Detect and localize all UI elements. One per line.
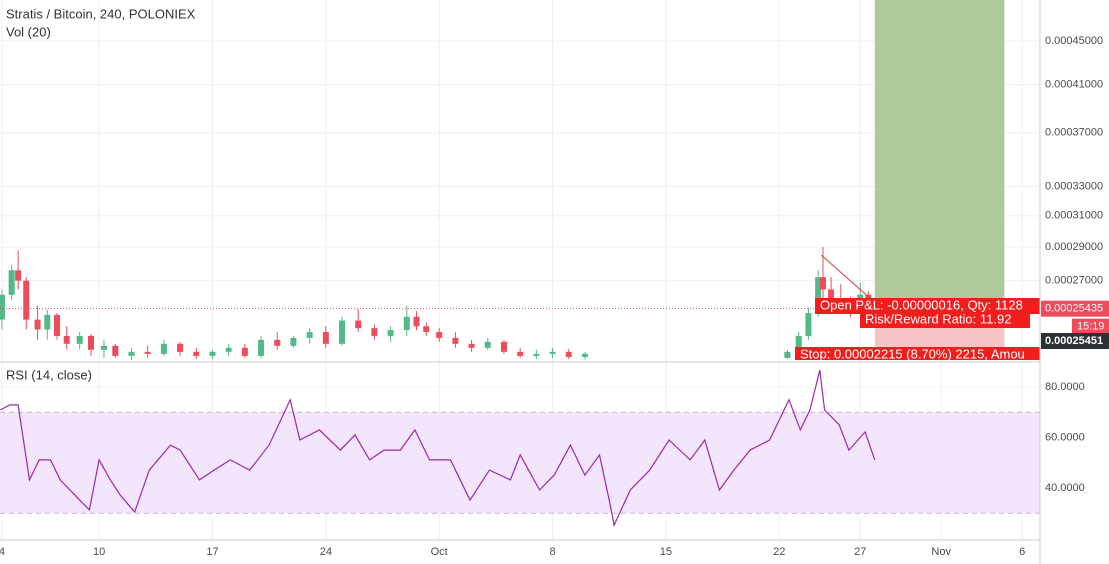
x-tick-label: 24 bbox=[320, 546, 332, 558]
candle-body bbox=[533, 353, 540, 356]
candle-body bbox=[274, 339, 281, 346]
last-price-badge bbox=[1041, 300, 1109, 317]
candle-body bbox=[290, 337, 297, 346]
countdown-label: 15:19 bbox=[1077, 321, 1105, 333]
x-tick-label: 6 bbox=[1019, 546, 1025, 558]
rsi-tick-label: 80.0000 bbox=[1045, 381, 1085, 393]
candle-body bbox=[225, 347, 232, 352]
candle-body bbox=[54, 314, 61, 336]
y-tick-label: 0.00031000 bbox=[1045, 210, 1103, 222]
candle-body bbox=[23, 280, 30, 320]
candle-body bbox=[403, 316, 410, 331]
x-tick-label: 27 bbox=[854, 546, 866, 558]
candle-body bbox=[258, 339, 265, 356]
candle-body bbox=[63, 335, 70, 344]
candle-body bbox=[160, 343, 167, 354]
candle-body bbox=[241, 347, 248, 356]
candle-body bbox=[0, 294, 5, 320]
candle-body bbox=[549, 351, 556, 354]
candle-body bbox=[209, 351, 216, 356]
candle-body bbox=[371, 328, 378, 336]
candle-body bbox=[413, 316, 420, 327]
candle-body bbox=[128, 351, 135, 356]
candle-body bbox=[306, 332, 313, 338]
position-profit-zone bbox=[874, 0, 1005, 309]
ratio-label-box bbox=[860, 312, 1030, 328]
candle-body bbox=[423, 326, 430, 333]
candle-body bbox=[468, 343, 475, 348]
rsi-tick-label: 60.0000 bbox=[1045, 431, 1085, 443]
stop-label-box bbox=[795, 347, 1040, 360]
candle-body bbox=[815, 277, 822, 314]
candle-body bbox=[565, 351, 572, 357]
volume-label: Vol (20) bbox=[6, 24, 51, 39]
pnl-label: Open P&L: -0.00000016, Qty: 1128 bbox=[820, 297, 1023, 312]
candle-body bbox=[76, 335, 83, 344]
candle-body bbox=[484, 341, 491, 348]
chart-title: Stratis / Bitcoin, 240, POLONIEX bbox=[6, 6, 196, 21]
x-tick-label: 17 bbox=[206, 546, 218, 558]
candle-body bbox=[177, 343, 184, 352]
y-tick-label: 0.00029000 bbox=[1045, 241, 1103, 253]
candle-body bbox=[322, 332, 329, 344]
x-tick-label: Nov bbox=[931, 546, 951, 558]
x-tick-label: 10 bbox=[93, 546, 105, 558]
candle-body bbox=[112, 345, 119, 356]
y-tick-label: 0.00037000 bbox=[1045, 127, 1103, 139]
x-tick-label: 4 bbox=[0, 546, 5, 558]
candle-body bbox=[100, 345, 107, 350]
pnl-label-box bbox=[815, 298, 1040, 314]
candle-body bbox=[8, 270, 15, 295]
x-tick-label: 15 bbox=[660, 546, 672, 558]
candle-body bbox=[387, 330, 394, 336]
candle-body bbox=[88, 335, 95, 350]
y-tick-label: 0.00041000 bbox=[1045, 79, 1103, 91]
x-tick-label: 22 bbox=[773, 546, 785, 558]
stop-label: Stop: 0.00002215 (8.70%) 2215, Amou bbox=[800, 346, 1025, 361]
candle-body bbox=[795, 335, 802, 352]
candle-body bbox=[436, 332, 443, 338]
candle-body bbox=[144, 351, 151, 354]
candle-body bbox=[581, 353, 588, 357]
last-price-label: 0.00025435 bbox=[1045, 303, 1103, 315]
candle-body bbox=[34, 319, 41, 330]
y-tick-label: 0.00027000 bbox=[1045, 275, 1103, 287]
rsi-band bbox=[0, 412, 1040, 514]
candle-body bbox=[355, 320, 362, 329]
y-tick-label: 0.00033000 bbox=[1045, 180, 1103, 192]
rsi-tick-label: 40.0000 bbox=[1045, 482, 1085, 494]
candle-body bbox=[784, 351, 791, 358]
candle-body bbox=[500, 341, 507, 352]
candle-body bbox=[15, 270, 22, 281]
ratio-label: Risk/Reward Ratio: 11.92 bbox=[865, 311, 1011, 326]
candle-body bbox=[339, 320, 346, 344]
rsi-title: RSI (14, close) bbox=[6, 367, 92, 382]
candle-body bbox=[452, 337, 459, 344]
candle-body bbox=[517, 351, 524, 356]
x-tick-label: 8 bbox=[549, 546, 555, 558]
countdown-badge bbox=[1072, 318, 1109, 334]
candle-body bbox=[819, 277, 826, 290]
candle-body bbox=[805, 313, 812, 336]
x-tick-label: Oct bbox=[431, 546, 448, 558]
marker-label: 0.00025451 bbox=[1045, 335, 1103, 347]
marker-badge bbox=[1041, 333, 1109, 349]
candle-body bbox=[44, 314, 51, 330]
y-tick-label: 0.00045000 bbox=[1045, 35, 1103, 47]
rsi-line bbox=[0, 369, 876, 528]
candle-body bbox=[193, 351, 200, 356]
candle-body bbox=[828, 289, 835, 299]
